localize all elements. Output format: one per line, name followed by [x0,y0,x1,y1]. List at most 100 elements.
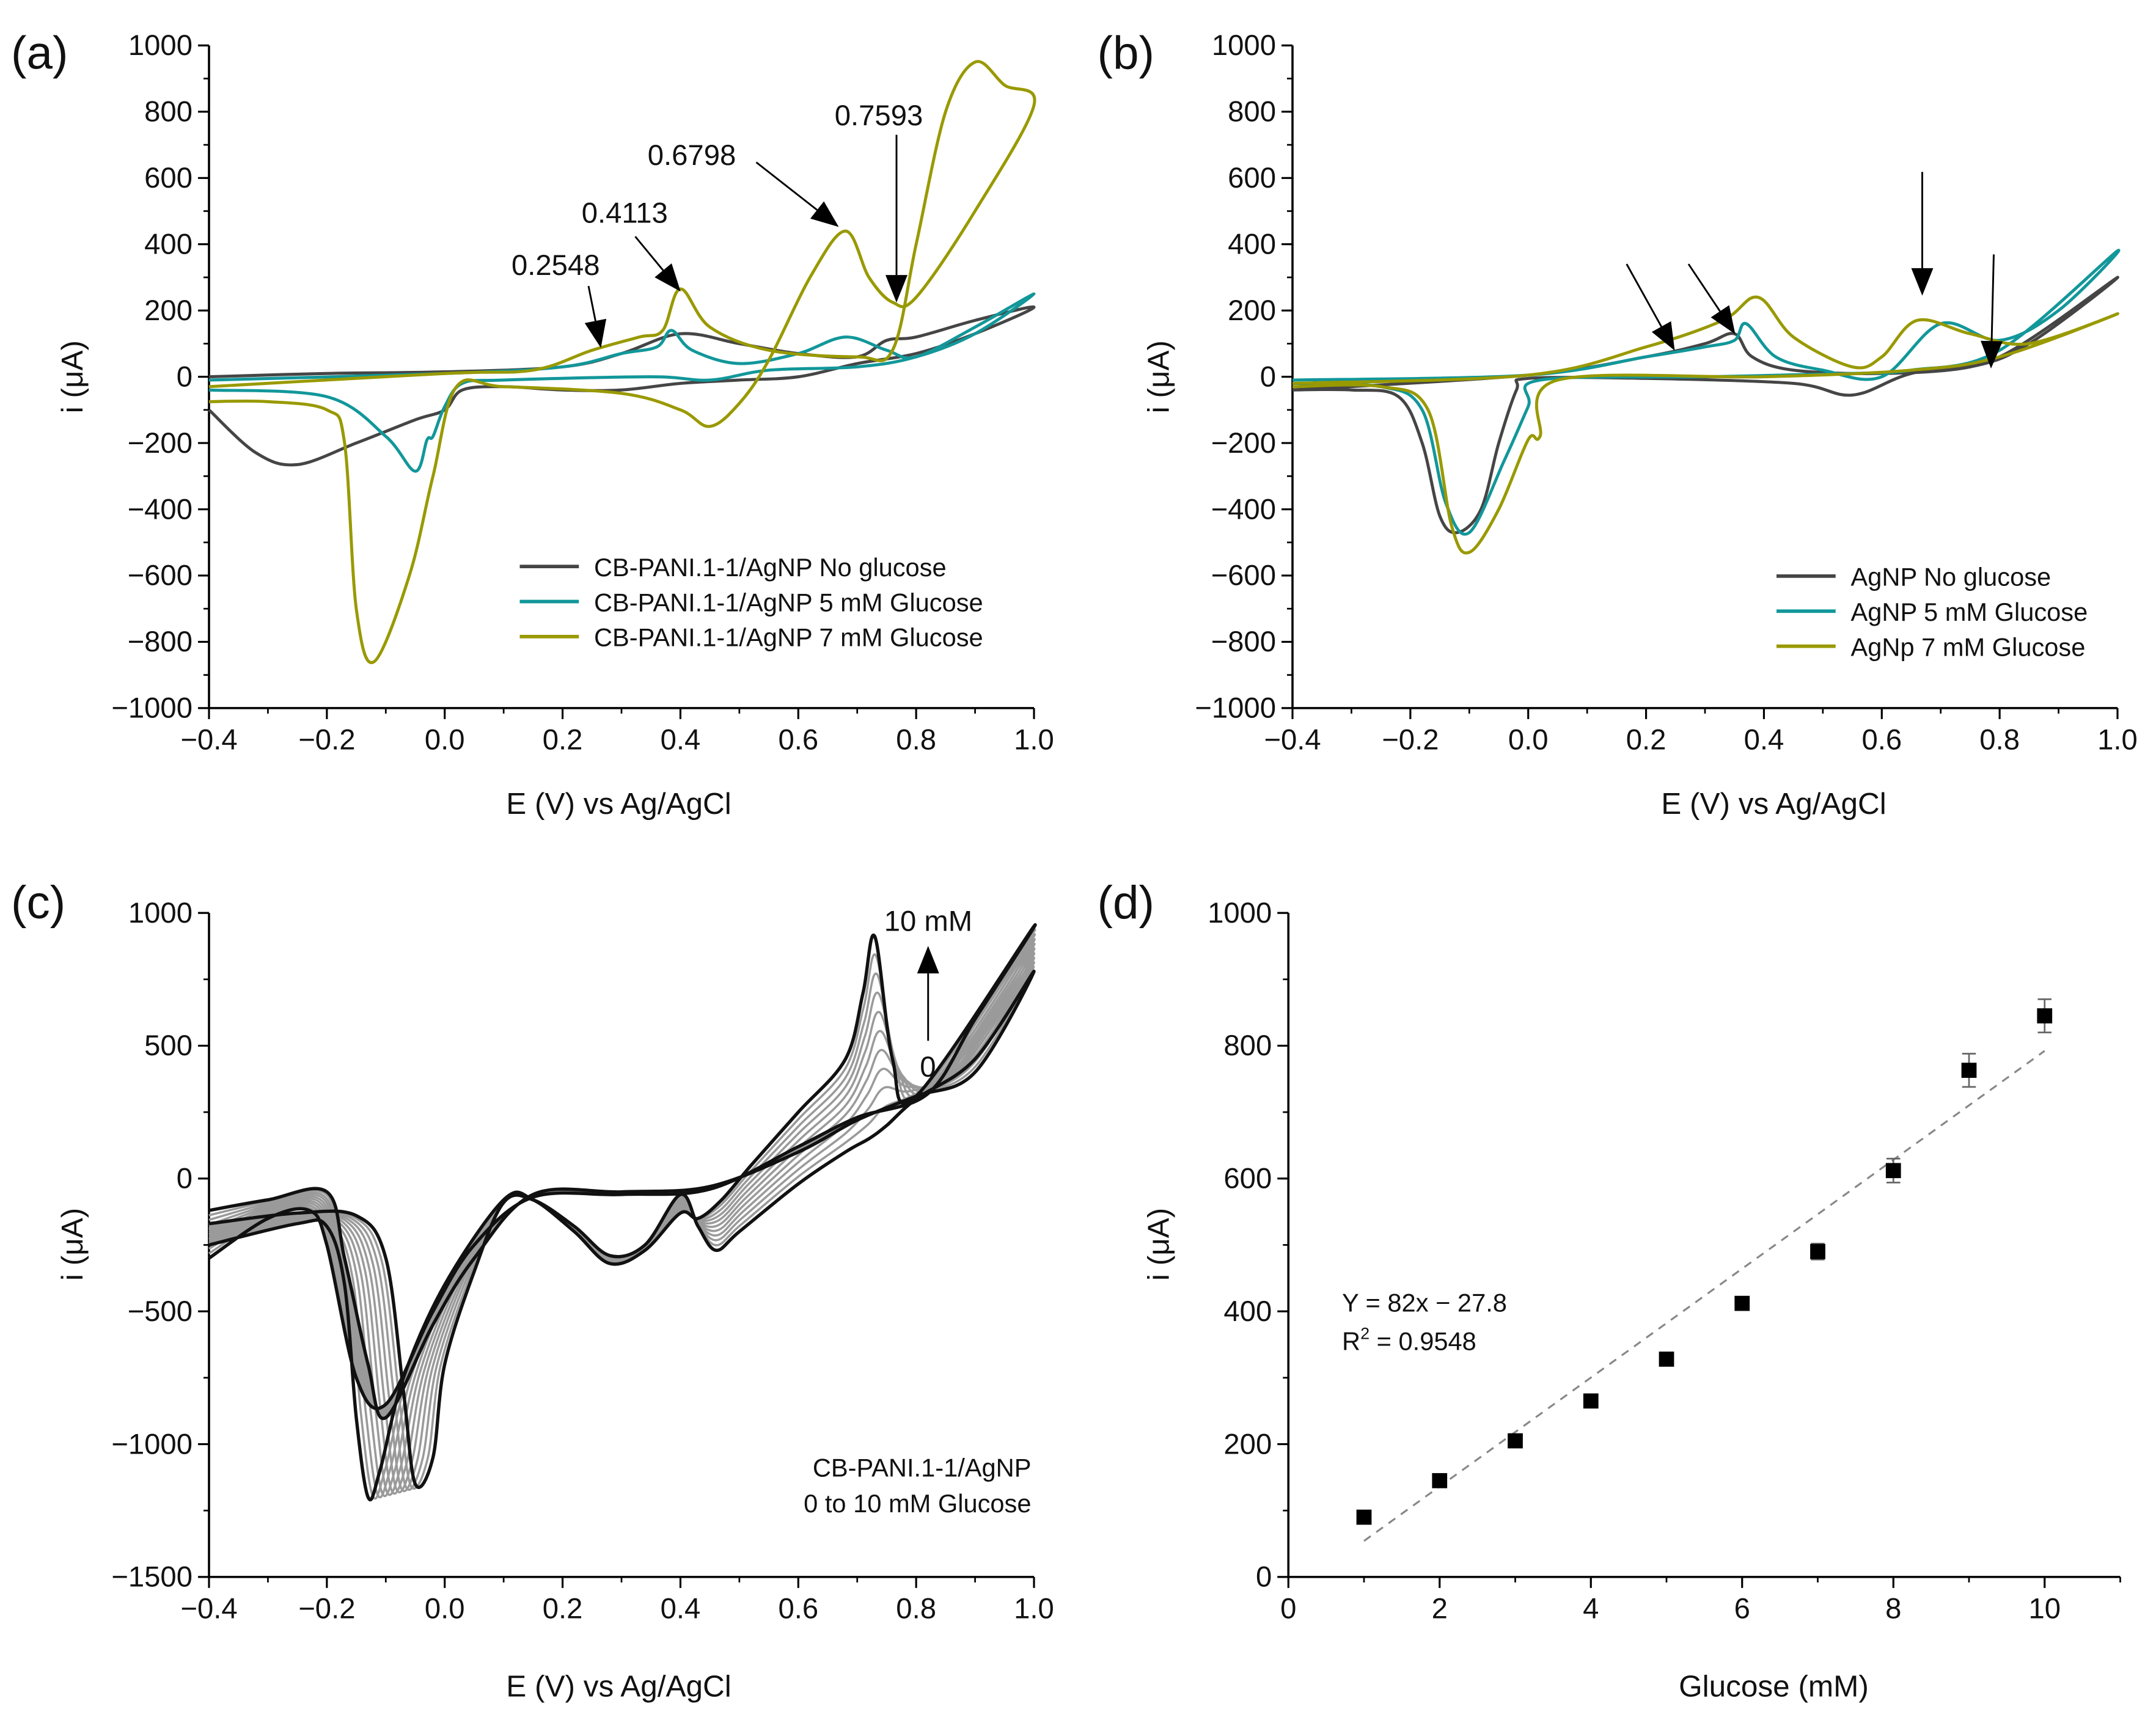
panel-d: (d) Y = 82x − 27.8 R2 = 0.9548 0 2 4 6 8 10 0 2… [1098,877,2121,1704]
y-tick-label: −600 [128,560,193,592]
x-tick-label: −0.4 [180,723,237,756]
y-tick-label: 0 [1260,360,1276,393]
arrow-icon-head [886,275,908,303]
arrow-icon-head [1911,268,1934,296]
y-tick-label: 0 [1256,1561,1272,1594]
y-axis-label: i (μA) [56,1208,89,1281]
x-tick-label: 0.8 [896,1592,936,1625]
fit-r-squared: R2 = 0.9548 [1342,1325,1476,1356]
y-tick-label: 0 [177,360,193,393]
x-tick-label: 1.0 [1014,723,1054,756]
y-tick-label: 1000 [128,897,193,929]
panel-c: (c) 10 mM 0 CB-PANI.1-1/AgNP 0 to 10 mM … [11,877,1054,1704]
x-tick-label: 10 [2028,1592,2061,1625]
panel-label-c: (c) [11,877,65,929]
x-tick-label: −0.2 [298,1592,355,1625]
x-tick-label: 1.0 [2097,723,2138,756]
axes: −0.4 −0.2 0.0 0.2 0.4 0.6 0.8 1.0 −1500 −1000 −500… [56,897,1054,1704]
x-tick-label: 0.0 [425,1592,465,1625]
x-tick-label: 2 [1432,1592,1448,1625]
annotation-0.2548: 0.2548 [512,249,600,282]
fit-equation: Y = 82x − 27.8 [1342,1289,1507,1317]
legend-entry: CB-PANI.1-1/AgNP No glucose [594,553,947,582]
y-tick-label: 800 [1223,1030,1272,1062]
arrow-icon [755,161,818,211]
x-axis-label: E (V) vs Ag/AgCl [1661,787,1887,821]
y-tick-label: 1000 [1208,897,1272,929]
y-tick-label: −600 [1211,560,1276,592]
x-tick-label: 0.4 [1744,723,1784,756]
arrow-icon-head [1651,321,1675,351]
y-tick-label: −800 [1211,626,1276,658]
y-tick-label: 500 [144,1030,193,1062]
caption-line-2: 0 to 10 mM Glucose [804,1489,1031,1518]
peak-annotations-a: 0.2548 0.4113 0.6798 0.7593 [512,100,923,282]
x-tick-label: 0.0 [425,723,465,756]
x-tick-label: 1.0 [1014,1592,1054,1625]
data-point [1961,1063,1977,1078]
y-tick-label: 600 [1228,162,1276,194]
x-tick-label: 0.2 [1626,723,1667,756]
y-tick-label: 600 [144,162,193,194]
x-axis-label: Glucose (mM) [1679,1670,1869,1704]
x-tick-label: 0.6 [1861,723,1902,756]
y-tick-label: 200 [1223,1428,1272,1460]
panel-b: (b) AgNP No glucose AgNP 5 mM Glucose AgNp… [1098,27,2138,821]
y-axis-label: i (μA) [56,340,89,413]
arrow-icon-head [1981,340,2003,369]
arrow-icon-head [584,318,607,348]
axes: −0.4 −0.2 0.0 0.2 0.4 0.6 0.8 1.0 −1000 −800 −600 −… [56,29,1054,821]
y-tick-label: 200 [144,295,193,327]
y-tick-label: 200 [1228,295,1276,327]
x-tick-label: 0.0 [1508,723,1549,756]
y-tick-label: 400 [144,228,193,260]
y-tick-label: 400 [1223,1295,1272,1328]
legend-a: CB-PANI.1-1/AgNP No glucose CB-PANI.1-1/A… [519,553,983,652]
legend-entry: AgNP 5 mM Glucose [1851,598,2088,626]
series-line [208,292,1036,473]
x-tick-label: −0.4 [180,1592,237,1625]
panel-label-a: (a) [11,27,68,79]
y-axis-label: i (μA) [1142,1208,1176,1281]
y-tick-label: −800 [128,626,193,658]
x-tick-label: −0.4 [1264,723,1321,756]
x-axis-label: E (V) vs Ag/AgCl [506,1670,732,1704]
x-tick-label: 4 [1583,1592,1599,1625]
series-line [1292,249,2121,536]
y-tick-label: 400 [1228,228,1276,260]
x-tick-label: 0.8 [1979,723,2020,756]
arrow-icon-head [654,263,681,292]
annotation-0.6798: 0.6798 [648,139,736,172]
data-point [1885,1163,1901,1179]
y-tick-label: 1000 [1212,29,1276,62]
panel-label-b: (b) [1098,27,1155,79]
data-point [1583,1393,1599,1409]
data-point [1810,1243,1825,1259]
y-tick-label: −200 [128,427,193,459]
panel-a: (a) 0.2548 0.4113 0.6798 0.7593 CB-PANI.… [11,27,1054,821]
y-tick-label: −1000 [1195,692,1276,725]
data-point [2037,1008,2053,1023]
y-tick-label: 800 [144,96,193,128]
fit-line [1363,1050,2045,1542]
annotation-10mm: 10 mM [884,905,972,937]
x-tick-label: −0.2 [1382,723,1439,756]
y-tick-label: 800 [1228,96,1276,128]
arrow-icon-head [810,201,839,227]
data-point [1734,1295,1750,1311]
axes: 0 2 4 6 8 10 0 200 400 600 800 1000 Glucose (mM) i (μ… [1142,897,2121,1704]
arrow-icon [587,285,596,321]
x-axis-label: E (V) vs Ag/AgCl [506,787,732,821]
arrow-icon [1687,263,1721,312]
legend-entry: CB-PANI.1-1/AgNP 7 mM Glucose [594,623,983,652]
x-tick-label: −0.2 [298,723,355,756]
caption-line-1: CB-PANI.1-1/AgNP [813,1454,1032,1482]
y-tick-label: −400 [128,493,193,525]
legend-entry: CB-PANI.1-1/AgNP 5 mM Glucose [594,588,983,617]
x-tick-label: 0.8 [896,723,936,756]
arrow-icon-head [1711,305,1736,334]
legend-b: AgNP No glucose AgNP 5 mM Glucose AgNp 7 m… [1777,563,2088,661]
series-line-0-mM [208,970,1036,1489]
series-line-10-mM [208,923,1037,1502]
